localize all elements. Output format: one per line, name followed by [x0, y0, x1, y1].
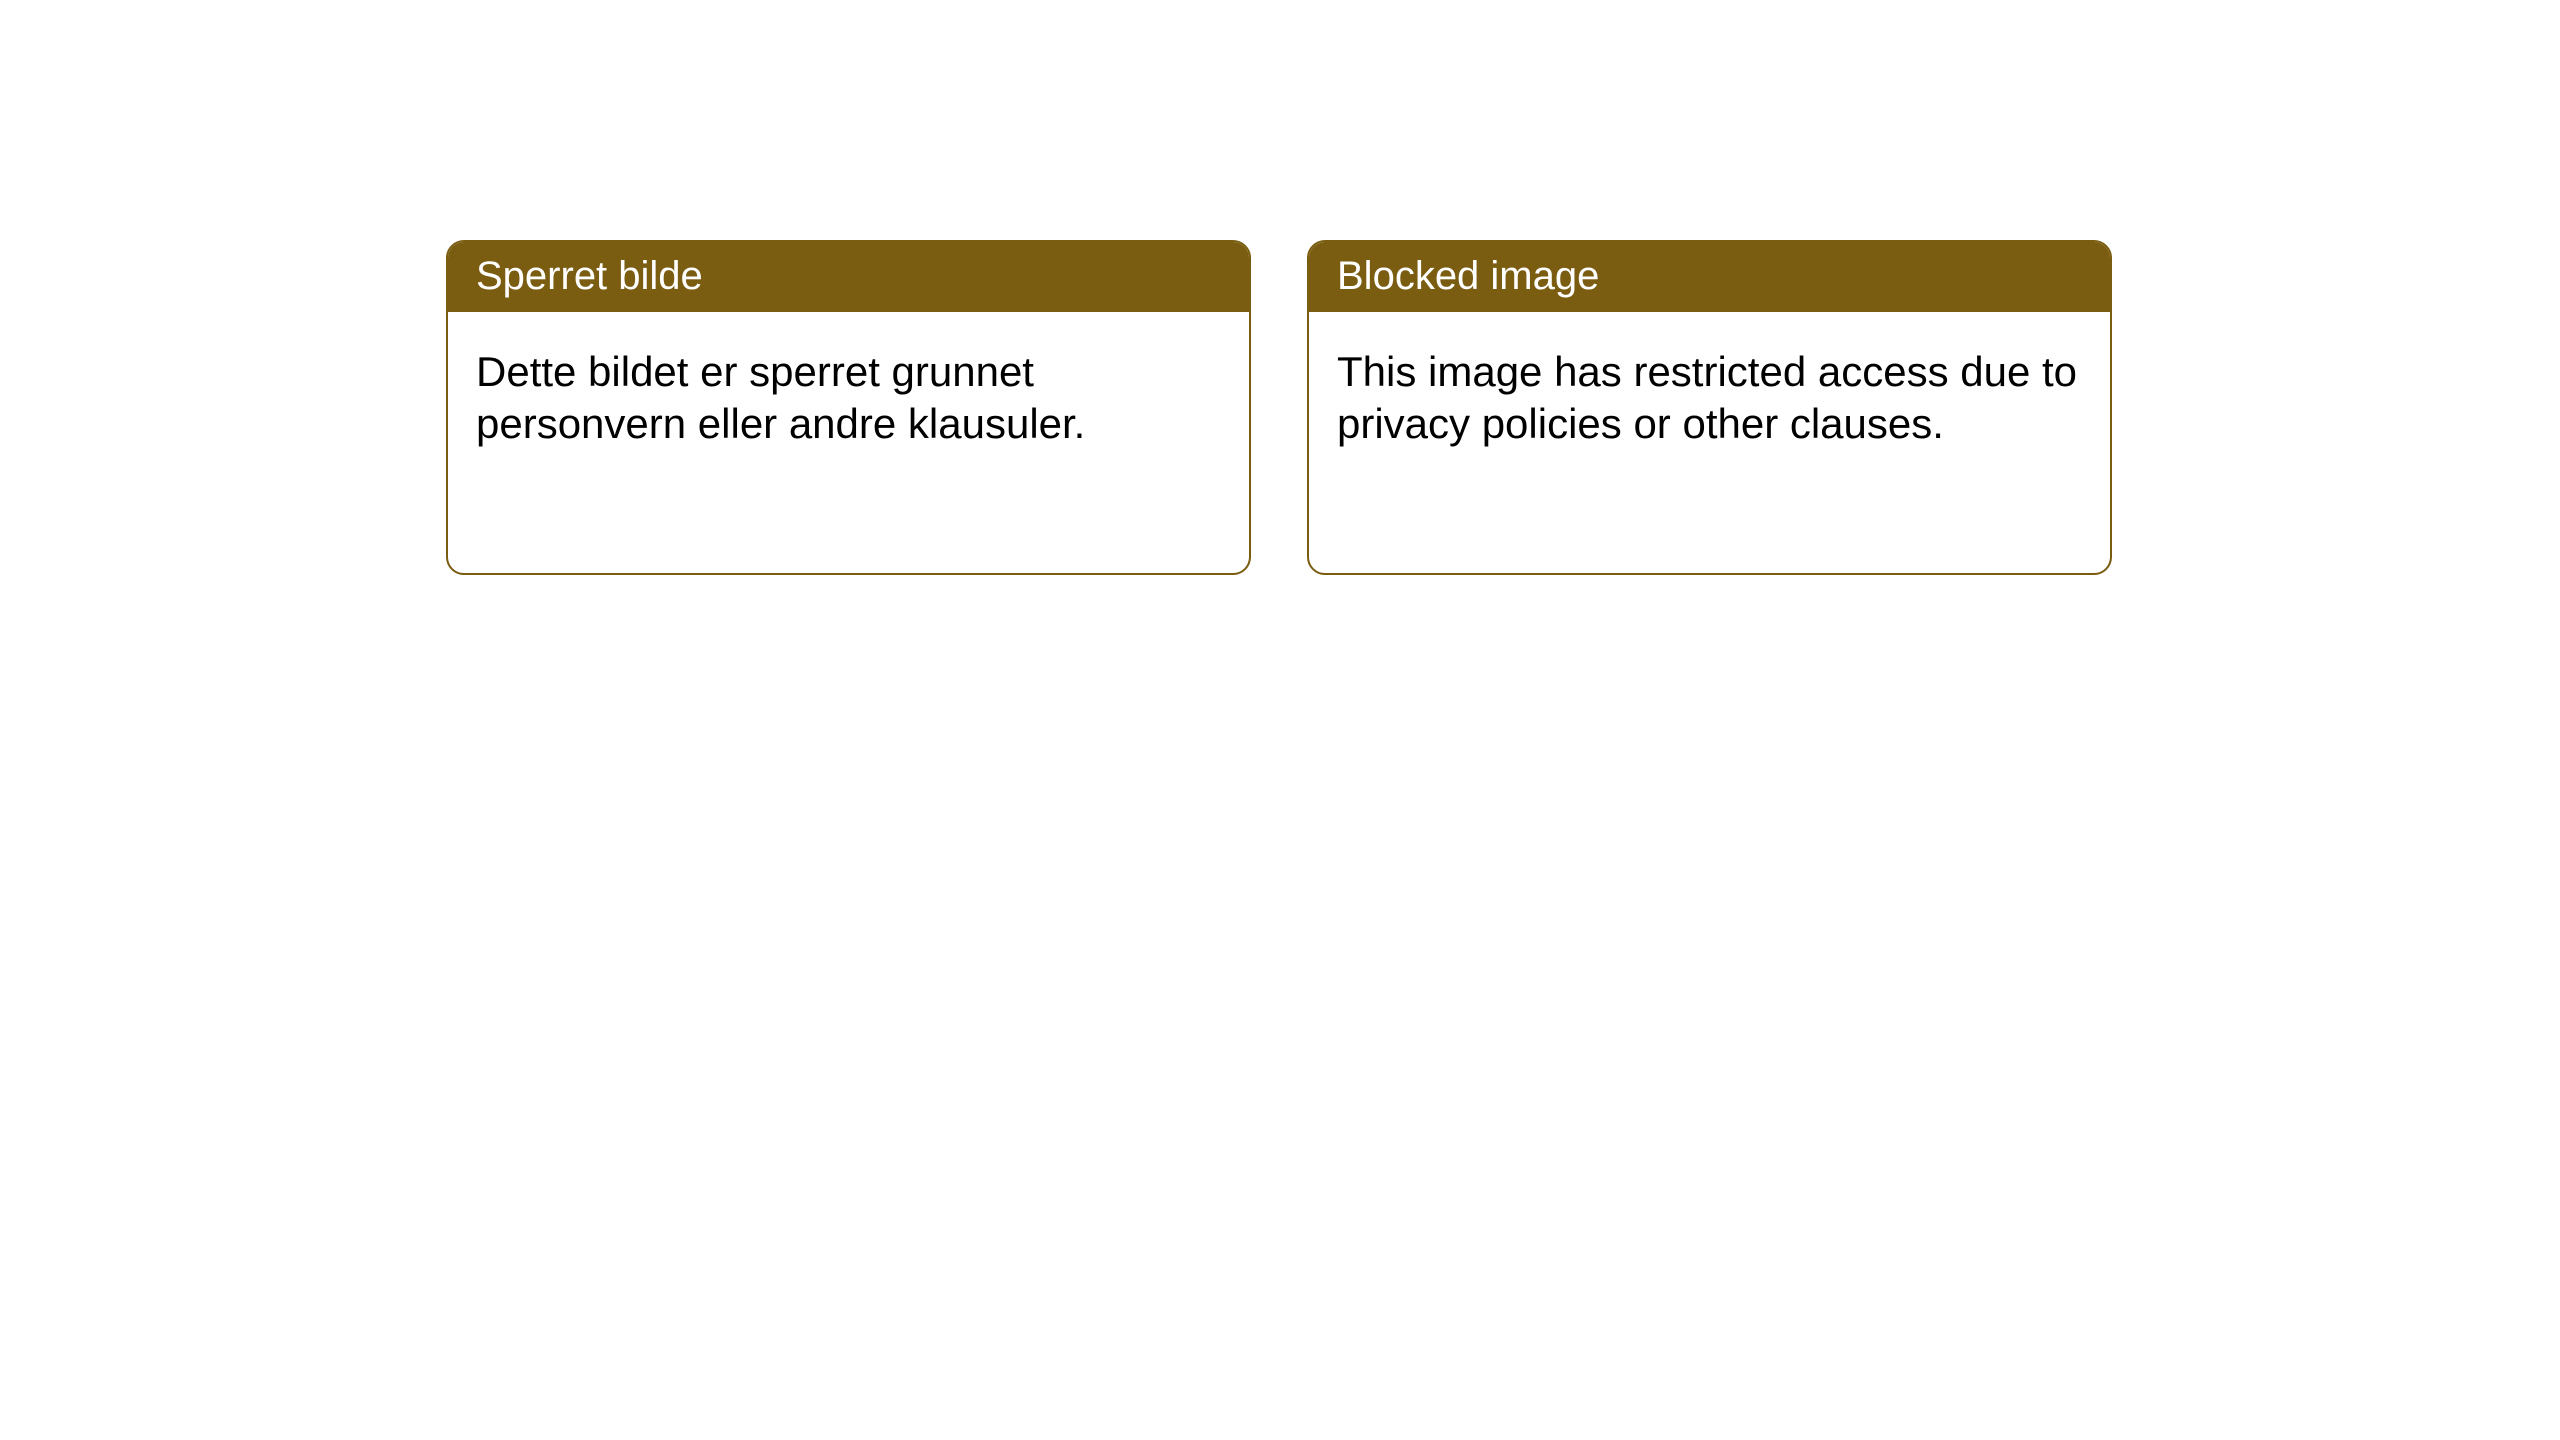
- notice-body-english: This image has restricted access due to …: [1309, 312, 2110, 484]
- notice-card-english: Blocked image This image has restricted …: [1307, 240, 2112, 575]
- notice-header-norwegian: Sperret bilde: [448, 242, 1249, 312]
- notice-card-norwegian: Sperret bilde Dette bildet er sperret gr…: [446, 240, 1251, 575]
- notice-body-norwegian: Dette bildet er sperret grunnet personve…: [448, 312, 1249, 484]
- notice-container: Sperret bilde Dette bildet er sperret gr…: [446, 240, 2112, 575]
- notice-header-english: Blocked image: [1309, 242, 2110, 312]
